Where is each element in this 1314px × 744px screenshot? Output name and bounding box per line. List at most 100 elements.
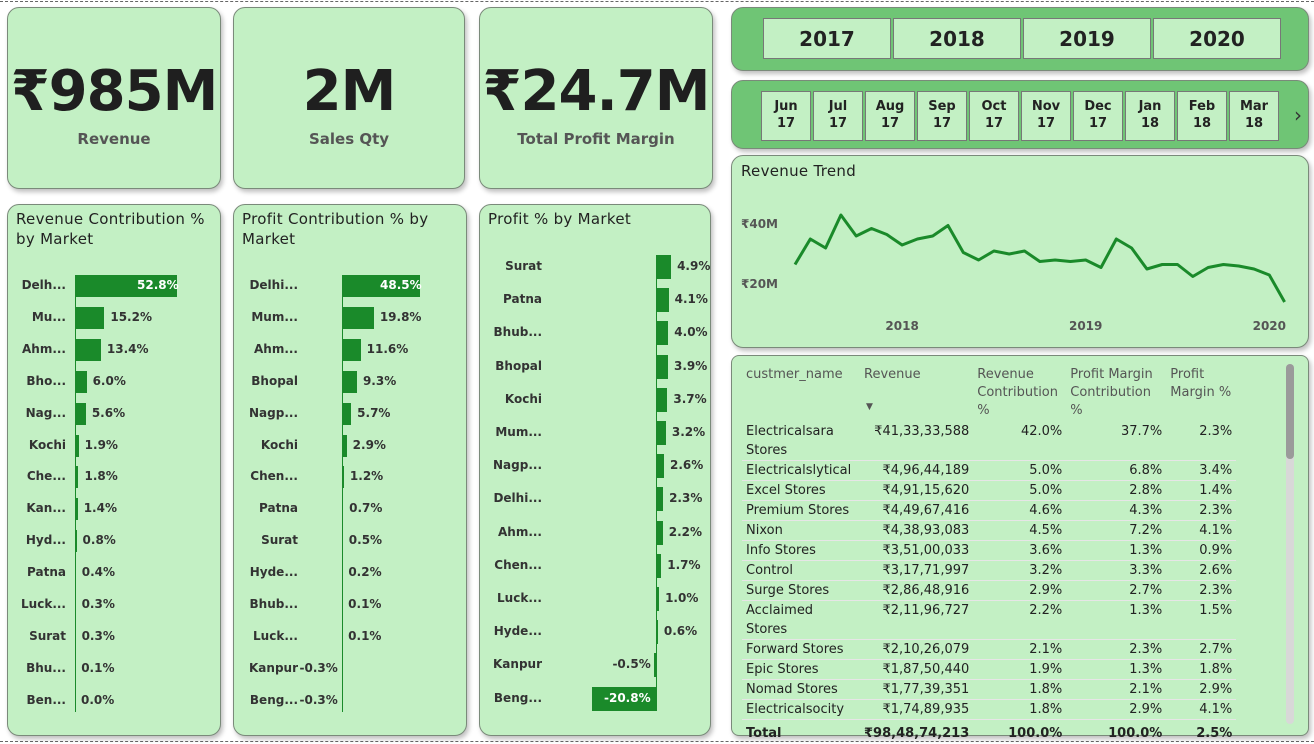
month-name: Jun: [774, 99, 798, 114]
table-row[interactable]: Surge Stores ₹2,86,48,916 2.9% 2.7% 2.3%: [742, 580, 1237, 601]
bar[interactable]: [654, 653, 656, 678]
bar-value-label: 0.5%: [348, 533, 383, 548]
bar[interactable]: [656, 321, 669, 346]
chart-title: Revenue Trend: [741, 162, 857, 180]
year-button[interactable]: 2019: [1023, 18, 1151, 59]
table-row[interactable]: Acclaimed Stores ₹2,11,96,727 2.2% 1.3% 1.5%: [742, 600, 1237, 640]
table-row[interactable]: Electricalslytical ₹4,96,44,189 5.0% 6.8% 3.…: [742, 460, 1237, 481]
customer-table[interactable]: custmer_name Revenue ▼ Revenue Contributi…: [742, 364, 1237, 743]
kpi-card-sales-qty[interactable]: 2M Sales Qty: [233, 7, 465, 189]
cell-customer: Premium Stores: [742, 500, 860, 521]
bar[interactable]: [656, 454, 664, 479]
table-row[interactable]: Excel Stores ₹4,91,15,620 5.0% 2.8% 1.4%: [742, 480, 1237, 501]
revenue-trend-line[interactable]: [793, 213, 1286, 303]
year-button[interactable]: 2017: [763, 18, 891, 59]
col-header-revenue[interactable]: Revenue ▼: [860, 364, 973, 422]
month-button[interactable]: Nov 17: [1021, 91, 1071, 141]
bar[interactable]: [75, 466, 79, 489]
vertical-scrollbar[interactable]: [1286, 364, 1294, 724]
bar[interactable]: [75, 498, 78, 521]
bar[interactable]: [75, 434, 79, 457]
bar[interactable]: [656, 421, 666, 445]
bar[interactable]: [342, 306, 374, 329]
bar[interactable]: [75, 338, 101, 361]
bar[interactable]: [656, 553, 662, 578]
bar[interactable]: [342, 402, 352, 425]
month-button[interactable]: Jun 17: [761, 91, 811, 141]
bar-value-label: 52.8%: [137, 278, 179, 292]
table-row[interactable]: Nomad Stores ₹1,77,39,351 1.8% 2.1% 2.9%: [742, 679, 1237, 700]
month-name: Mar: [1239, 99, 1269, 114]
kpi-card-profit-margin[interactable]: ₹24.7M Total Profit Margin: [479, 7, 713, 189]
bar[interactable]: [342, 275, 420, 297]
zero-axis-line: [75, 275, 76, 712]
bar-category-label: Kochi: [504, 391, 542, 406]
cell-pm-contribution: 3.3%: [1066, 560, 1167, 581]
bar-category-label: Bhopal: [251, 373, 298, 388]
month-button[interactable]: Mar 18: [1229, 91, 1279, 141]
bar[interactable]: [656, 520, 663, 545]
table-row[interactable]: Electricalsara Stores ₹41,33,33,588 42.0% 3…: [742, 422, 1237, 461]
cell-rev-contribution: 5.0%: [973, 460, 1067, 481]
kpi-card-revenue[interactable]: ₹985M Revenue: [7, 7, 221, 189]
table-row[interactable]: Forward Stores ₹2,10,26,079 2.1% 2.3% 2.7%: [742, 639, 1237, 660]
bar[interactable]: [75, 275, 177, 297]
bar[interactable]: [656, 288, 669, 313]
col-header-pm-contribution[interactable]: Profit Margin Contribution %: [1066, 364, 1166, 422]
table-row[interactable]: Control ₹3,17,71,997 3.2% 3.3% 2.6%: [742, 560, 1237, 581]
scrollbar-thumb[interactable]: [1286, 364, 1294, 459]
bar-category-label: Beng...: [493, 690, 542, 705]
cell-profit-margin: 2.3%: [1166, 422, 1237, 461]
bar[interactable]: [75, 306, 105, 329]
table-row[interactable]: Nixon ₹4,38,93,083 4.5% 7.2% 4.1%: [742, 520, 1237, 541]
table-row[interactable]: Premium Stores ₹4,49,67,416 4.6% 4.3% 2.3%: [742, 500, 1237, 521]
chevron-right-icon[interactable]: ›: [1294, 103, 1302, 127]
table-row[interactable]: Epic Stores ₹1,87,50,440 1.9% 1.3% 1.8%: [742, 659, 1237, 680]
bar-category-label: Delh...: [21, 278, 66, 292]
month-year: 17: [932, 116, 952, 131]
bar[interactable]: [75, 402, 86, 425]
bar[interactable]: [656, 487, 664, 512]
bar[interactable]: [656, 354, 668, 379]
cell-customer: Acclaimed Stores: [742, 600, 860, 640]
month-button[interactable]: Jul 17: [813, 91, 863, 141]
bar-value-label: 1.9%: [84, 437, 118, 452]
year-button[interactable]: 2020: [1153, 18, 1281, 59]
month-button[interactable]: Oct 17: [969, 91, 1019, 141]
bar[interactable]: [342, 370, 357, 393]
cell-profit-margin: 3.4%: [1166, 460, 1237, 481]
col-header-profit-margin[interactable]: Profit Margin %: [1166, 364, 1236, 422]
bar[interactable]: [342, 338, 361, 361]
month-button[interactable]: Sep 17: [917, 91, 967, 141]
bar-category-label: Ahm...: [253, 341, 298, 356]
month-button[interactable]: Jan 18: [1125, 91, 1175, 141]
year-button[interactable]: 2018: [893, 18, 1021, 59]
chart-title: Profit Contribution % by Market: [242, 210, 429, 248]
month-button[interactable]: Dec 17: [1073, 91, 1123, 141]
month-name: Aug: [875, 99, 905, 114]
bar-value-label: 1.7%: [667, 557, 701, 572]
col-header-rev-contribution[interactable]: Revenue Contribution %: [973, 364, 1066, 422]
cell-rev-contribution: 3.6%: [973, 540, 1067, 561]
bar[interactable]: [656, 587, 660, 611]
bar-category-label: Kochi: [28, 437, 66, 452]
bar[interactable]: [592, 686, 656, 711]
month-name: Oct: [981, 99, 1007, 114]
cell-profit-margin: 2.3%: [1166, 500, 1237, 521]
bar[interactable]: [656, 387, 668, 412]
table-row[interactable]: Electricalsocity ₹1,74,89,935 1.8% 2.9% 4.1%: [742, 699, 1237, 720]
bar[interactable]: [342, 434, 347, 457]
month-button[interactable]: Aug 17: [865, 91, 915, 141]
bar-category-label: Chen...: [494, 557, 542, 572]
month-year: 18: [1192, 116, 1212, 131]
bar[interactable]: [656, 255, 672, 279]
revenue-trend-chart[interactable]: ₹40M ₹20M 2018 2019 2020: [732, 156, 1308, 347]
cell-customer: Nixon: [742, 520, 860, 541]
table-row[interactable]: Info Stores ₹3,51,00,033 3.6% 1.3% 0.9%: [742, 540, 1237, 561]
bar[interactable]: [75, 370, 87, 393]
month-button[interactable]: Feb 18: [1177, 91, 1227, 141]
col-header-name[interactable]: custmer_name: [742, 364, 860, 422]
bar-value-label: 0.8%: [82, 533, 116, 548]
cell-customer: Excel Stores: [742, 480, 860, 501]
cell-total-label: Total: [742, 719, 860, 743]
